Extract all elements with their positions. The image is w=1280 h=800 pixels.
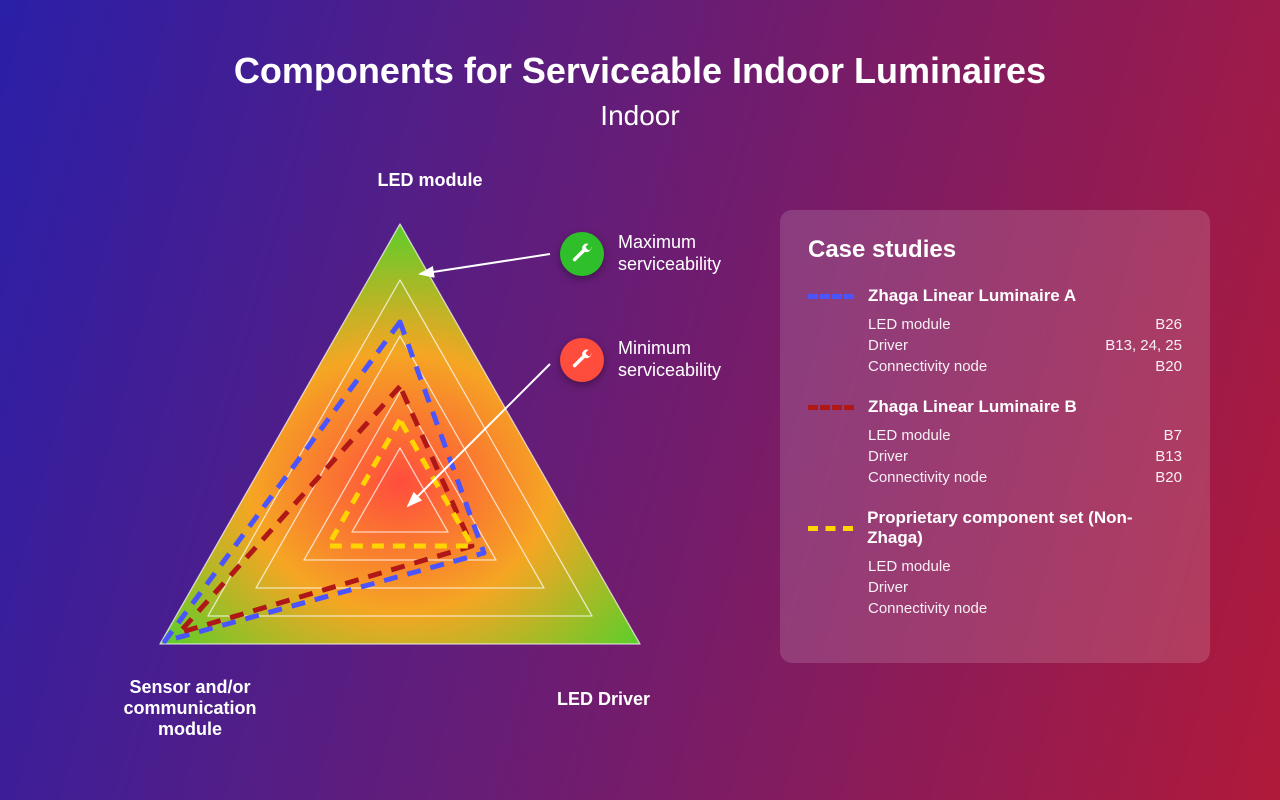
case-study: Zhaga Linear Luminaire A LED module B26 Dri… (808, 286, 1182, 377)
triangle-radar-chart: LED module (80, 170, 780, 750)
case-row: Driver (808, 577, 1182, 598)
wrench-icon (560, 338, 604, 382)
triangle-svg (120, 204, 680, 684)
legend-max: Maximumserviceability (560, 232, 721, 276)
case-row-label: Driver (868, 579, 908, 596)
case-studies-panel: Case studies Zhaga Linear Luminaire A LED… (780, 210, 1210, 663)
case-row: Connectivity node (808, 598, 1182, 619)
axis-label-bottom-left: Sensor and/orcommunicationmodule (90, 677, 290, 740)
arrow-to-max (420, 254, 550, 274)
axis-label-top: LED module (377, 170, 482, 191)
case-title: Zhaga Linear Luminaire B (868, 397, 1077, 417)
axis-label-bottom-right: LED Driver (557, 689, 650, 710)
page-subtitle: Indoor (0, 100, 1280, 132)
legend-max-text: Maximumserviceability (618, 232, 721, 274)
case-row-value: B13, 24, 25 (1105, 337, 1182, 354)
case-row: LED module B7 (808, 425, 1182, 446)
dash-swatch (808, 294, 854, 299)
case-study: Zhaga Linear Luminaire B LED module B7 Driv… (808, 397, 1182, 488)
legend-min: Minimumserviceability (560, 338, 721, 382)
wrench-icon (560, 232, 604, 276)
case-row-value: B20 (1155, 358, 1182, 375)
case-row: Connectivity node B20 (808, 467, 1182, 488)
legend-max-label: Maximumserviceability (618, 232, 721, 275)
case-row-label: Connectivity node (868, 469, 987, 486)
case-row-value: B20 (1155, 469, 1182, 486)
case-row-value: B26 (1155, 316, 1182, 333)
case-title: Zhaga Linear Luminaire A (868, 286, 1076, 306)
dash-swatch (808, 405, 854, 410)
page-title: Components for Serviceable Indoor Lumina… (0, 0, 1280, 92)
case-row-label: Connectivity node (868, 358, 987, 375)
legend-min-text: Minimumserviceability (618, 338, 721, 380)
dash-swatch (808, 526, 853, 531)
case-row: LED module (808, 556, 1182, 577)
case-row: LED module B26 (808, 314, 1182, 335)
case-row-label: Connectivity node (868, 600, 987, 617)
case-row-label: LED module (868, 316, 951, 333)
case-row-label: LED module (868, 427, 951, 444)
case-study: Proprietary component set (Non-Zhaga) LED… (808, 508, 1182, 619)
case-row-label: Driver (868, 448, 908, 465)
case-title: Proprietary component set (Non-Zhaga) (867, 508, 1182, 548)
panel-title: Case studies (808, 236, 1182, 264)
case-row: Driver B13, 24, 25 (808, 335, 1182, 356)
legend-min-label: Minimumserviceability (618, 338, 721, 381)
case-row-value: B13 (1155, 448, 1182, 465)
case-row: Connectivity node B20 (808, 356, 1182, 377)
case-row-value: B7 (1164, 427, 1182, 444)
case-row-label: LED module (868, 558, 951, 575)
case-row-label: Driver (868, 337, 908, 354)
case-row: Driver B13 (808, 446, 1182, 467)
